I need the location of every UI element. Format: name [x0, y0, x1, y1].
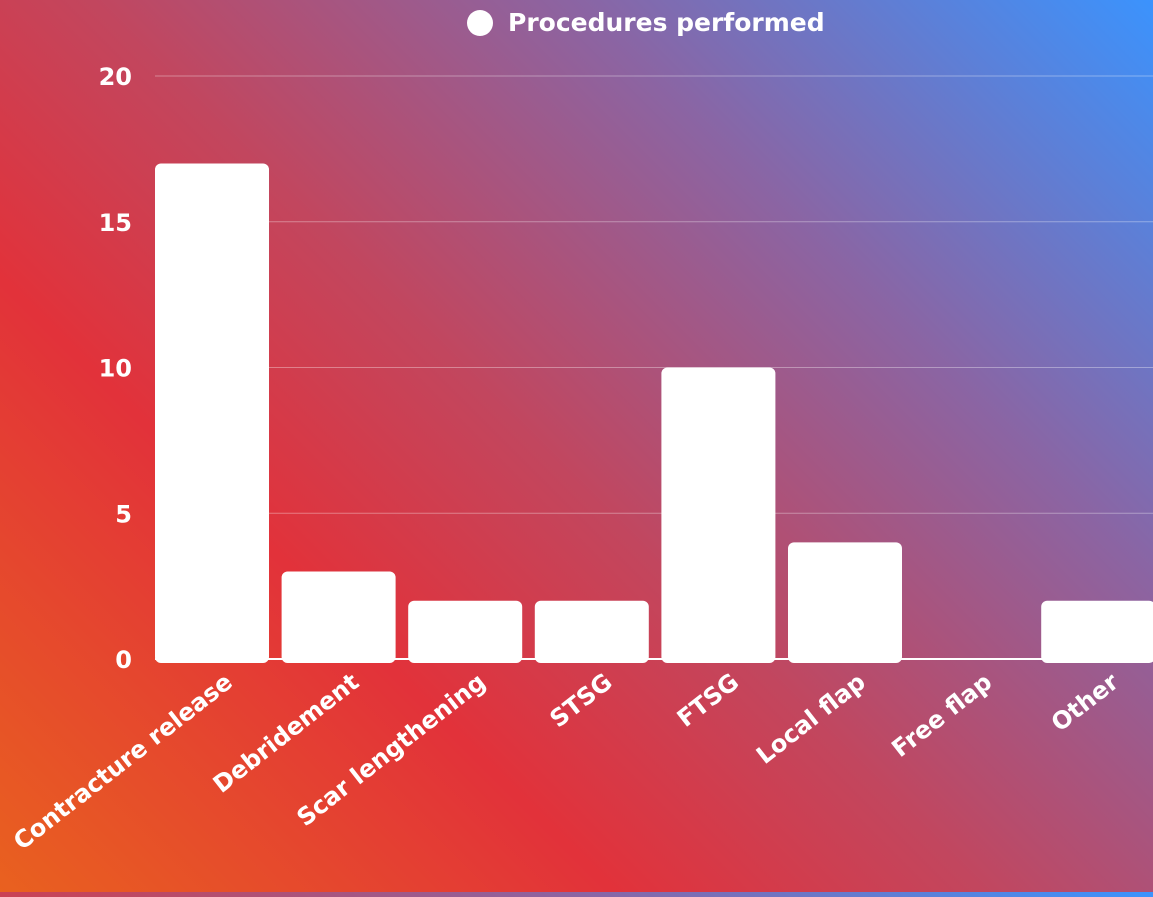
legend-label: Procedures performed — [508, 8, 825, 37]
x-tick-label: FTSG — [672, 668, 744, 733]
bar[interactable] — [155, 163, 269, 663]
y-tick-label: 0 — [115, 646, 132, 674]
y-tick-label: 20 — [99, 63, 132, 91]
legend[interactable]: Procedures performed — [467, 8, 825, 37]
x-tick-label: Free flap — [886, 668, 997, 763]
bar[interactable] — [788, 542, 902, 663]
bar[interactable] — [534, 600, 649, 663]
y-tick-label: 15 — [99, 209, 132, 237]
bar[interactable] — [1041, 600, 1153, 663]
y-tick-label: 5 — [115, 500, 132, 528]
bar[interactable] — [281, 571, 396, 663]
bar[interactable] — [661, 367, 776, 664]
x-tick-label: Local flap — [751, 668, 871, 770]
y-tick-label: 10 — [99, 355, 132, 383]
bars — [155, 163, 1153, 663]
bar[interactable] — [408, 600, 523, 663]
y-axis-ticks: 0 5 10 15 20 — [99, 63, 132, 674]
x-tick-label: Contracture release — [8, 668, 237, 856]
x-tick-label: Other — [1046, 668, 1124, 738]
legend-marker — [467, 10, 493, 36]
x-tick-label: STSG — [545, 668, 618, 734]
